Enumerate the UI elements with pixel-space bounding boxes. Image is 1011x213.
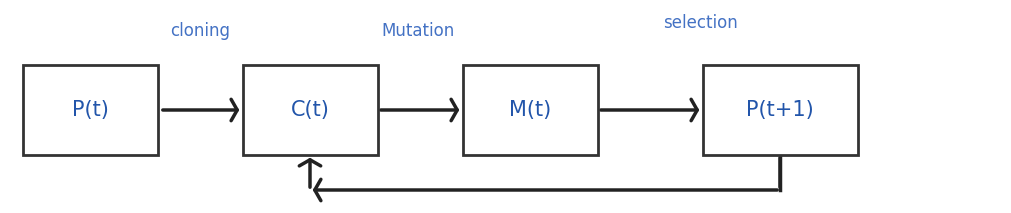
Text: M(t): M(t) (509, 100, 551, 120)
Bar (243, 65, 377, 155)
Text: cloning: cloning (170, 22, 229, 40)
Text: P(t): P(t) (72, 100, 108, 120)
Bar (702, 65, 856, 155)
Bar (462, 65, 596, 155)
Text: C(t): C(t) (290, 100, 330, 120)
Bar (22, 65, 158, 155)
Text: P(t+1): P(t+1) (745, 100, 813, 120)
Text: selection: selection (662, 14, 737, 32)
Text: Mutation: Mutation (381, 22, 454, 40)
